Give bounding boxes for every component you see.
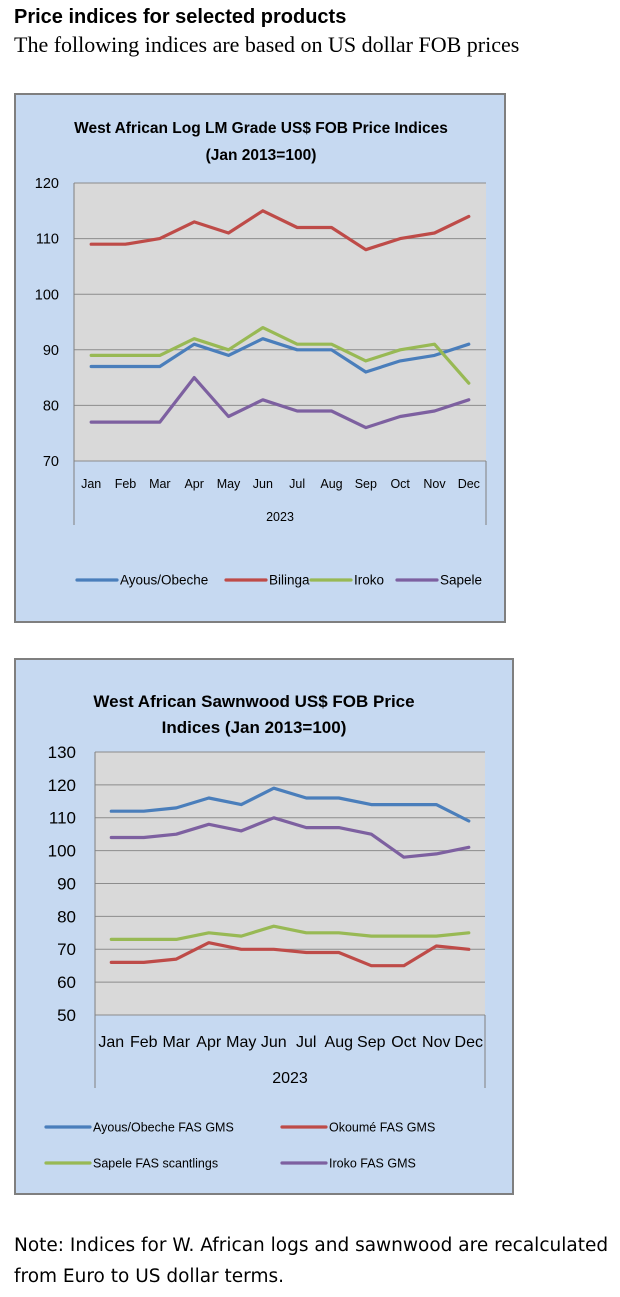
y-tick-label: 80: [57, 907, 76, 926]
x-tick-label: Jul: [296, 1034, 316, 1051]
series-line-3: [109, 816, 471, 859]
x-tick-label: Jun: [261, 1034, 287, 1051]
x-tick-label: Jun: [253, 477, 273, 491]
series-line-2: [89, 326, 471, 385]
plot-area: [74, 183, 486, 461]
y-tick-label: 80: [43, 398, 59, 414]
x-tick-label: Jan: [81, 477, 101, 491]
y-tick-label: 100: [48, 842, 76, 861]
chart-title-line: Indices (Jan 2013=100): [162, 718, 347, 737]
y-tick-label: 120: [35, 176, 59, 192]
x-tick-label: Jul: [289, 477, 305, 491]
x-axis-label: 2023: [266, 510, 294, 524]
chart-title-line: (Jan 2013=100): [206, 147, 317, 164]
note-line-1: Note: Indices for W. African logs and sa…: [14, 1235, 609, 1256]
log-price-chart-svg: West African Log LM Grade US$ FOB Price …: [35, 120, 487, 588]
series-line-2: [109, 924, 471, 941]
series-line-3: [89, 376, 471, 430]
legend-label: Iroko: [354, 573, 384, 588]
x-tick-label: Nov: [422, 1034, 450, 1051]
legend-label: Ayous/Obeche FAS GMS: [93, 1120, 234, 1134]
y-tick-label: 50: [57, 1006, 76, 1025]
chart-title-line: West African Sawnwood US$ FOB Price: [93, 692, 414, 711]
x-axis-label: 2023: [272, 1070, 308, 1087]
legend-label: Sapele FAS scantlings: [93, 1156, 218, 1170]
y-tick-label: 130: [48, 743, 76, 762]
x-tick-label: Oct: [390, 477, 410, 491]
x-tick-label: Mar: [162, 1034, 190, 1051]
y-tick-label: 100: [35, 287, 59, 303]
x-tick-label: May: [226, 1034, 256, 1051]
series-line-1: [109, 941, 471, 968]
x-tick-label: Sep: [357, 1034, 386, 1051]
y-tick-label: 110: [49, 809, 76, 828]
x-tick-label: Nov: [423, 477, 446, 491]
x-tick-label: Oct: [391, 1034, 416, 1051]
x-tick-label: Feb: [130, 1034, 158, 1051]
note: Note: Indices for W. African logs and sa…: [14, 1230, 614, 1292]
x-tick-label: Feb: [115, 477, 137, 491]
y-tick-label: 70: [57, 940, 76, 959]
x-tick-label: Apr: [196, 1034, 222, 1051]
x-tick-label: Mar: [149, 477, 171, 491]
series-line-0: [109, 786, 471, 823]
x-tick-label: Aug: [325, 1034, 353, 1051]
y-tick-label: 90: [43, 343, 59, 359]
x-tick-label: Sep: [355, 477, 377, 491]
x-tick-label: Aug: [320, 477, 342, 491]
legend-label: Bilinga: [269, 573, 310, 588]
note-line-2: from Euro to US dollar terms.: [14, 1266, 284, 1287]
x-tick-label: Dec: [455, 1034, 483, 1051]
x-tick-label: Jan: [98, 1034, 124, 1051]
x-tick-label: Dec: [458, 477, 480, 491]
series-line-0: [89, 337, 471, 374]
y-tick-label: 110: [36, 232, 59, 248]
legend-label: Sapele: [440, 573, 482, 588]
y-tick-label: 120: [48, 776, 76, 795]
legend-label: Ayous/Obeche: [120, 573, 208, 588]
legend-label: Okoumé FAS GMS: [329, 1120, 435, 1134]
page-title: Price indices for selected products: [14, 6, 347, 28]
x-tick-label: Apr: [184, 477, 203, 491]
page-subtitle: The following indices are based on US do…: [14, 32, 520, 57]
log-price-chart: West African Log LM Grade US$ FOB Price …: [14, 93, 506, 623]
sawnwood-price-chart-svg: West African Sawnwood US$ FOB Price Indic…: [44, 692, 486, 1170]
y-tick-label: 70: [43, 454, 59, 470]
sawnwood-price-chart: West African Sawnwood US$ FOB Price Indic…: [14, 658, 514, 1195]
chart-title-line: West African Log LM Grade US$ FOB Price …: [74, 120, 448, 137]
legend-label: Iroko FAS GMS: [329, 1156, 416, 1170]
y-tick-label: 60: [57, 973, 76, 992]
x-tick-label: May: [217, 477, 241, 491]
series-line-1: [89, 209, 471, 252]
y-tick-label: 90: [57, 874, 76, 893]
